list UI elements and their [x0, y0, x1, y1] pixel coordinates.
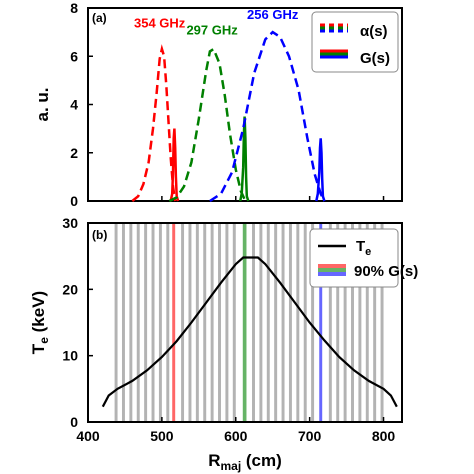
highlight-band: [242, 223, 247, 422]
panel-a: 0 2 4 6 8 a. u. (a) 354 GHz 297 GHz 256 GHz α(s) G(…: [33, 0, 403, 209]
panel-b-xtick-label: 600: [224, 428, 248, 444]
g-curve: [238, 116, 250, 202]
series-label: 297 GHz: [186, 23, 238, 38]
panel-b-xtick-label: 500: [150, 428, 174, 444]
channel-band: [259, 223, 263, 422]
panel-a-ytick-label: 8: [70, 0, 78, 16]
panel-a-tag: (a): [92, 11, 107, 25]
channel-band: [328, 223, 332, 422]
channel-band: [252, 223, 255, 422]
channel-band: [210, 223, 214, 422]
legend-band-swatch: [318, 272, 346, 276]
channel-band: [303, 223, 307, 422]
channel-band: [129, 223, 133, 422]
channel-band: [166, 223, 170, 422]
panel-b-ytick-label: 30: [62, 215, 78, 231]
panel-b-xtick-label: 400: [76, 428, 100, 444]
channel-band: [188, 223, 192, 422]
panel-b-tag: (b): [92, 228, 107, 242]
alpha-curve: [168, 47, 247, 203]
panel-b-xtick-label: 700: [298, 428, 322, 444]
channel-band: [195, 223, 199, 422]
channel-band: [266, 223, 270, 422]
panel-a-ytick-label: 6: [70, 48, 78, 64]
highlight-band: [172, 223, 176, 422]
g-curve: [315, 138, 326, 202]
legend-band-swatch: [318, 268, 346, 272]
series-label: 256 GHz: [247, 7, 299, 22]
legend-te-label: Te: [356, 238, 371, 258]
panel-a-ytick-label: 0: [70, 193, 78, 209]
panel-b-ytick-label: 10: [62, 348, 78, 364]
channel-band: [311, 223, 315, 422]
series-label: 354 GHz: [134, 15, 186, 30]
channel-band: [114, 223, 118, 422]
channel-band: [336, 223, 340, 422]
panel-b-legend: Te 90% G(s): [309, 228, 418, 288]
channel-band: [288, 223, 292, 422]
panel-a-ytick-label: 2: [70, 145, 78, 161]
channel-band: [281, 223, 285, 422]
legend-g-label: G(s): [360, 50, 390, 67]
highlight-band: [319, 223, 323, 422]
channel-band: [181, 223, 185, 422]
channel-band: [144, 223, 148, 422]
channel-band: [296, 223, 300, 422]
channel-band: [373, 223, 377, 422]
panel-b-xtick-label: 800: [372, 428, 396, 444]
channel-band: [380, 223, 384, 422]
legend-band-label: 90% G(s): [354, 263, 418, 280]
g-curve: [169, 128, 180, 202]
legend-alpha-label: α(s): [360, 23, 388, 40]
channel-band: [158, 223, 162, 422]
panel-a-legend: α(s) G(s): [311, 11, 399, 73]
channel-band: [121, 223, 125, 422]
legend-band-swatch: [318, 264, 346, 268]
alpha-curve: [209, 30, 326, 203]
panel-b-ytick-label: 0: [70, 414, 78, 430]
channel-band: [136, 223, 140, 422]
alpha-curve: [131, 44, 177, 202]
panel-b-frame: [87, 222, 403, 423]
panel-b-xlabel: Rmaj (cm): [208, 451, 282, 473]
panel-b: 0 10 20 30 400 500 600 700 800 Rmaj (cm) Te (keV) (…: [29, 215, 418, 473]
channel-band: [203, 223, 207, 422]
channel-band: [365, 223, 369, 422]
channel-band: [343, 223, 347, 422]
channel-band: [358, 223, 362, 422]
channel-band: [218, 223, 221, 422]
panel-a-ylabel: a. u.: [33, 87, 52, 121]
panel-b-ytick-label: 20: [62, 281, 78, 297]
panel-b-ylabel: Te (keV): [29, 291, 51, 354]
channel-band: [351, 223, 354, 422]
te-profile-line: [101, 256, 398, 408]
channel-band: [151, 223, 155, 422]
panel-a-ytick-label: 4: [70, 97, 78, 113]
channel-band: [232, 223, 236, 422]
channel-band: [274, 223, 278, 422]
channel-band: [225, 223, 229, 422]
